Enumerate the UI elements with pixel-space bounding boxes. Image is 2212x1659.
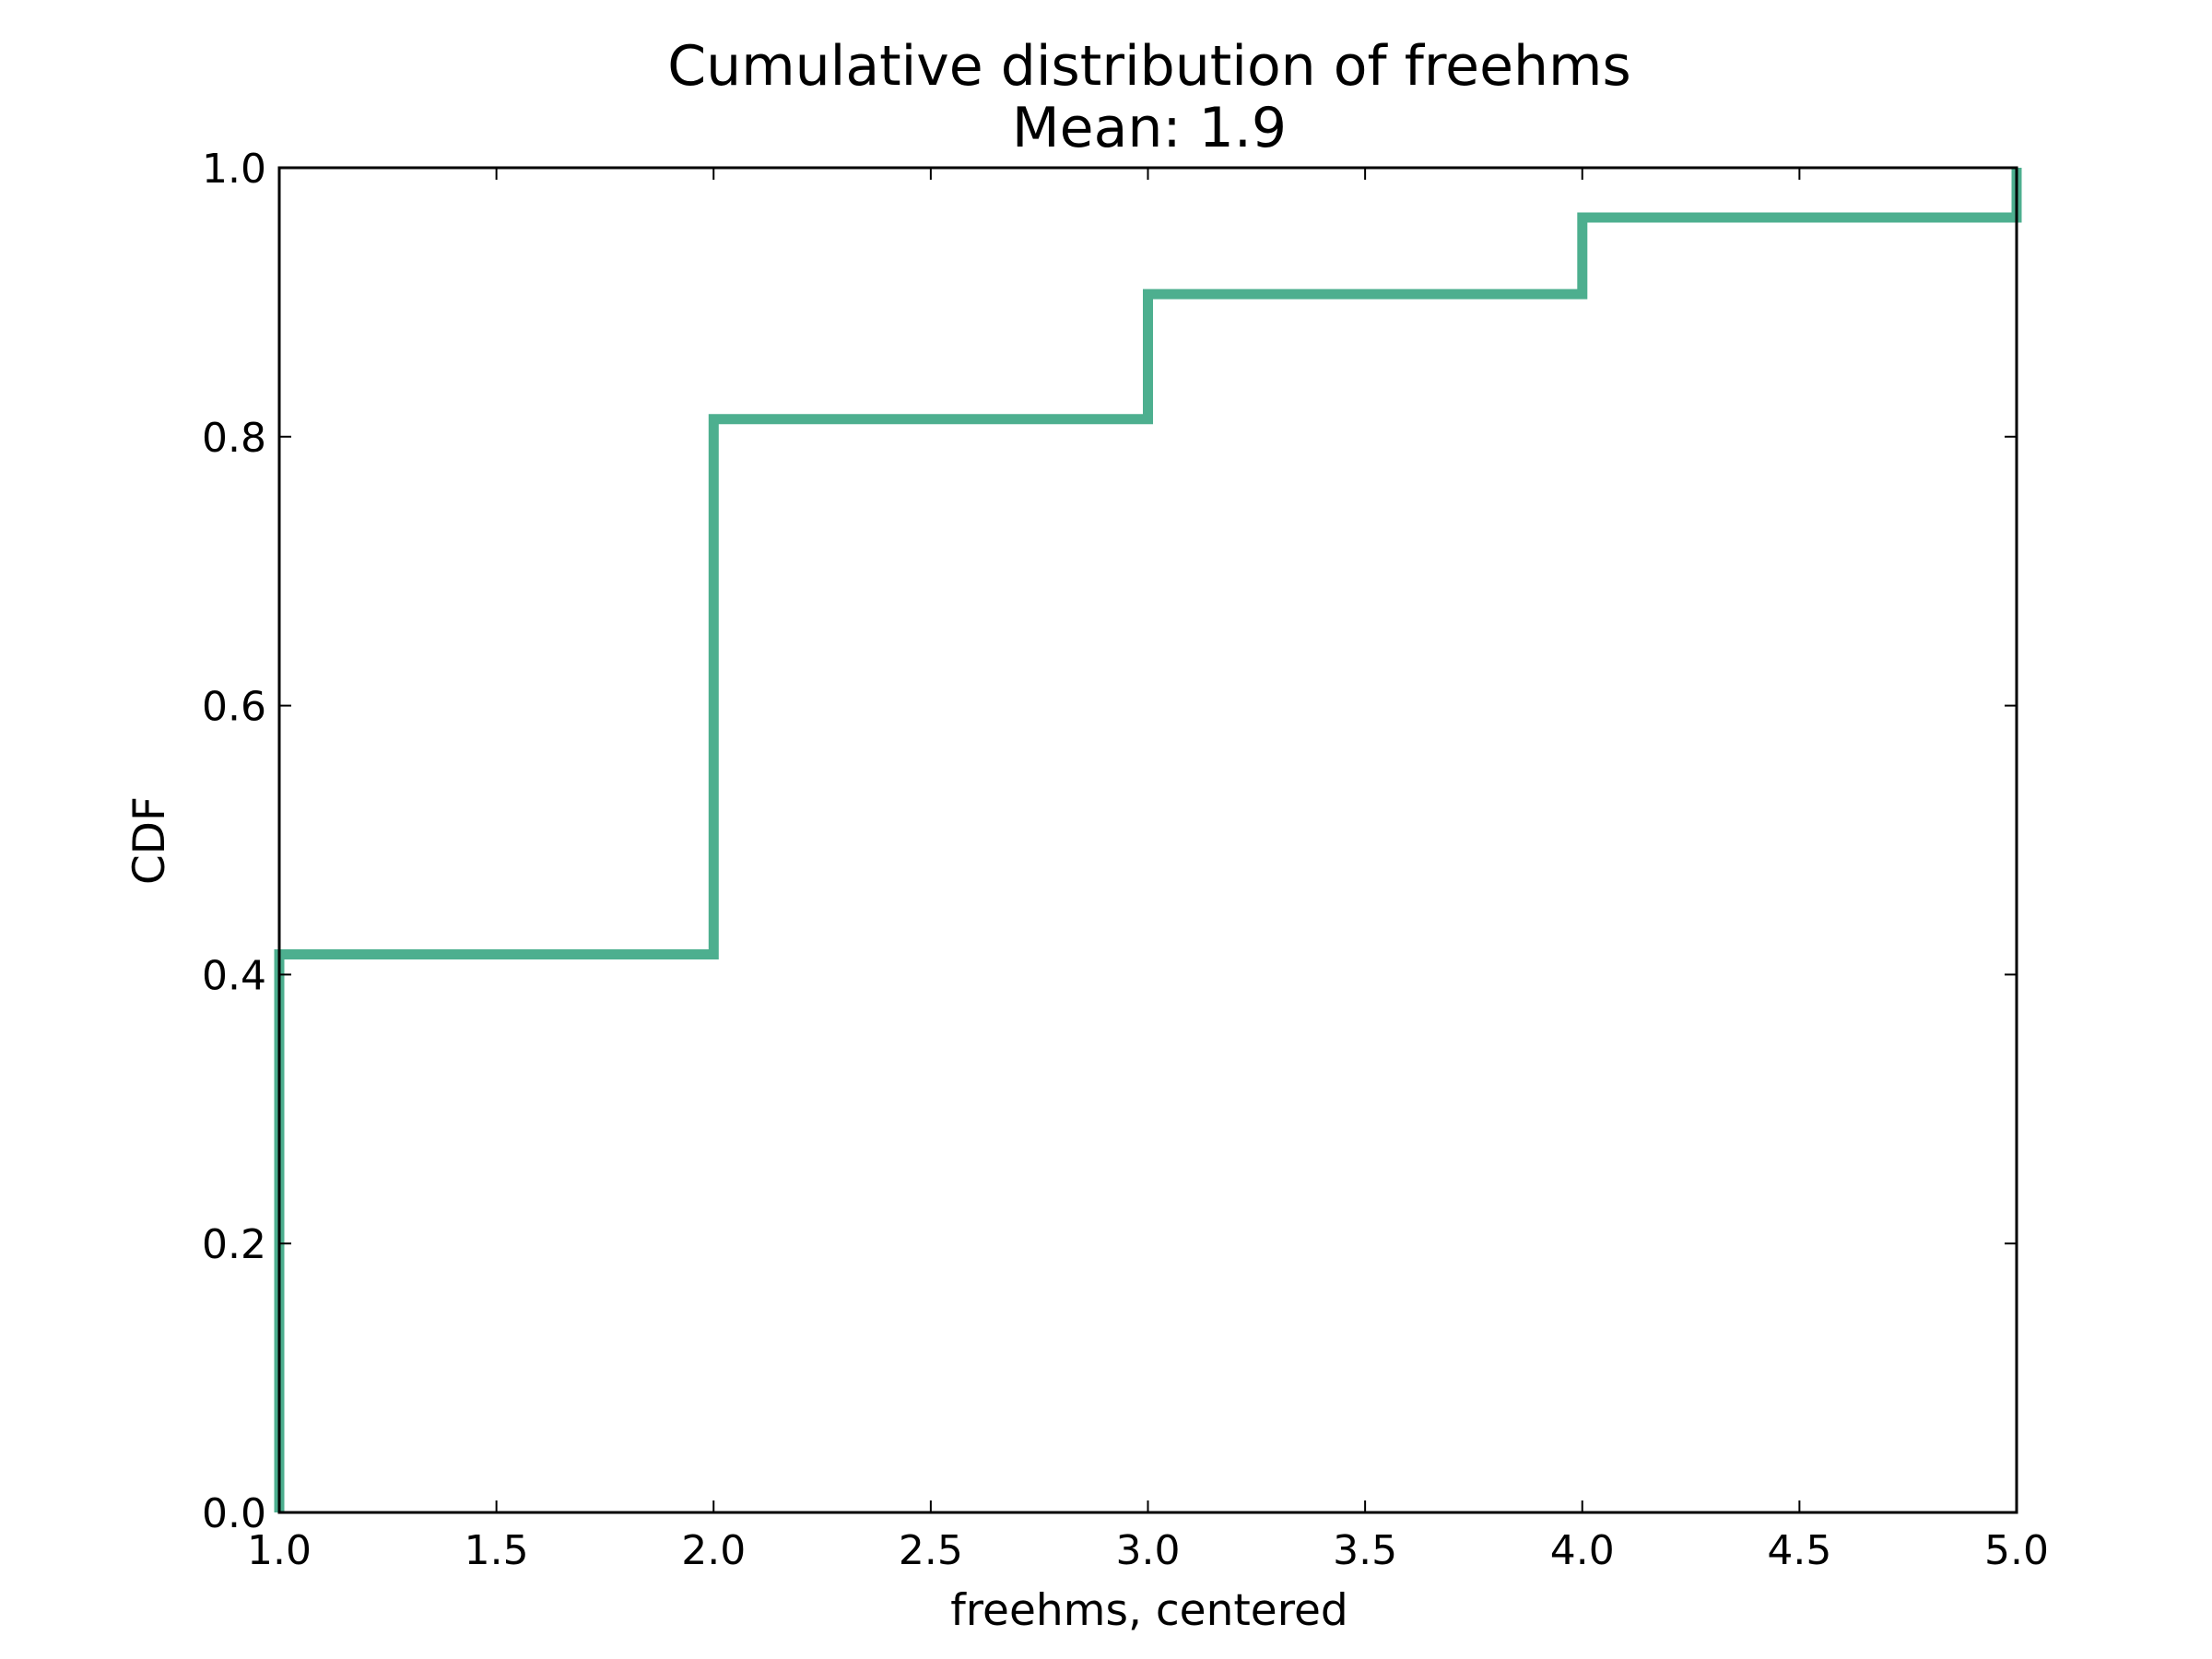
x-tick-label: 3.5 — [1333, 1527, 1397, 1574]
y-tick-label: 1.0 — [202, 146, 266, 193]
x-tick-label: 1.0 — [247, 1527, 312, 1574]
y-tick-label: 0.8 — [202, 415, 266, 462]
x-tick-label: 4.5 — [1767, 1527, 1831, 1574]
chart-title: Cumulative distribution of freehms — [667, 34, 1630, 99]
chart-subtitle: Mean: 1.9 — [1012, 96, 1287, 160]
cdf-step-line-0 — [274, 168, 2022, 1512]
y-tick-label: 0.4 — [202, 952, 266, 999]
x-tick-label: 2.5 — [899, 1527, 963, 1574]
x-tick-label: 2.0 — [681, 1527, 746, 1574]
y-tick-label: 0.0 — [202, 1490, 266, 1537]
x-tick-label: 4.0 — [1550, 1527, 1615, 1574]
y-tick-label: 0.2 — [202, 1221, 266, 1268]
y-tick-label: 0.6 — [202, 684, 266, 731]
axis-ticks: 1.0 1.5 2.0 2.5 3.0 3.5 4.0 4.5 5.0 0.0 0.2 0.4 0.6 0… — [202, 146, 2049, 1574]
y-axis-label: CDF — [124, 796, 175, 885]
x-tick-label: 5.0 — [1984, 1527, 2049, 1574]
x-axis-label: freehms, centered — [950, 1585, 1348, 1636]
x-tick-label: 1.5 — [465, 1527, 529, 1574]
x-tick-label: 3.0 — [1116, 1527, 1181, 1574]
plot-area — [274, 166, 2022, 1514]
